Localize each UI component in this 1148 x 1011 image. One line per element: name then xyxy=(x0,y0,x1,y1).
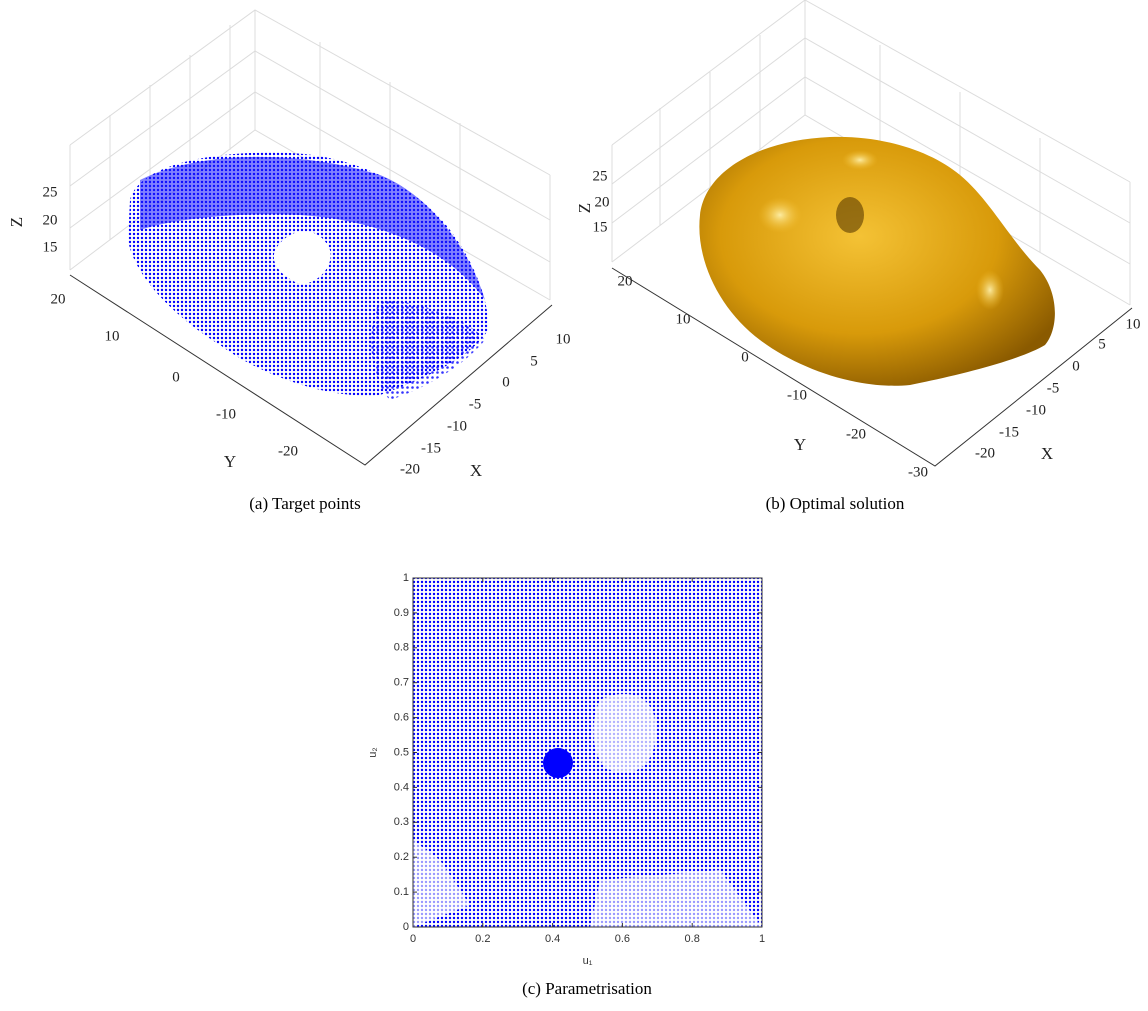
y-tick-label: 0 xyxy=(403,921,409,933)
x-tick-label: -15 xyxy=(999,424,1019,440)
y-tick-label: 0.7 xyxy=(394,677,409,689)
x-tick-label: 0.4 xyxy=(545,933,560,945)
y-tick-label: -10 xyxy=(216,406,236,422)
caption: (a) Target points xyxy=(249,494,361,513)
z-axis-label: Z xyxy=(7,217,26,227)
x-tick-label: -20 xyxy=(975,445,995,461)
y-tick-label: 1 xyxy=(403,572,409,584)
z-tick-label: 25 xyxy=(43,184,58,200)
box-b xyxy=(611,0,1133,467)
x-tick-label: 0 xyxy=(502,374,510,390)
x-tick-label: 10 xyxy=(1126,316,1141,332)
y-tick-label: 10 xyxy=(105,328,120,344)
point-cloud xyxy=(413,578,762,927)
x-tick-label: 0 xyxy=(1072,358,1080,374)
x-tick-label: -10 xyxy=(1026,402,1046,418)
x-axis-label: X xyxy=(1041,444,1053,463)
caption: (c) Parametrisation xyxy=(522,979,652,998)
z-tick-label: 20 xyxy=(43,212,58,228)
y-tick-label: 0.4 xyxy=(394,781,409,793)
x-tick-label: -5 xyxy=(1047,380,1060,396)
z-tick-label: 20 xyxy=(595,194,610,210)
y-tick-label: 0.5 xyxy=(394,746,409,758)
z-tick-label: 15 xyxy=(593,219,608,235)
y-tick-label: 0.2 xyxy=(394,851,409,863)
z-tick-label: 15 xyxy=(43,239,58,255)
x-tick-label: -10 xyxy=(447,418,467,434)
y-tick-label: -30 xyxy=(908,464,928,480)
point-cloud xyxy=(128,152,489,400)
y-tick-label: -10 xyxy=(787,387,807,403)
box-a xyxy=(69,9,553,466)
caption: (b) Optimal solution xyxy=(766,494,905,513)
z-tick-label: 25 xyxy=(593,168,608,184)
x-tick-label: 5 xyxy=(530,353,538,369)
x-tick-label: -5 xyxy=(469,396,482,412)
y-tick-label: 0 xyxy=(172,369,180,385)
x-tick-label: 5 xyxy=(1098,336,1106,352)
x-tick-label: 10 xyxy=(556,331,571,347)
y-axis-label: Y xyxy=(794,435,806,454)
y-tick-label: 0.3 xyxy=(394,816,409,828)
surface xyxy=(699,136,1055,386)
x-axis-label: X xyxy=(470,461,482,480)
y-tick-label: 0 xyxy=(741,349,749,365)
y-tick-label: -20 xyxy=(846,426,866,442)
x-tick-label: -20 xyxy=(400,461,420,477)
y-tick-label: 0.1 xyxy=(394,886,409,898)
y-tick-label: 20 xyxy=(51,291,66,307)
y-tick-label: 20 xyxy=(618,273,633,289)
x-tick-label: 0.8 xyxy=(685,933,700,945)
x-axis-label: u₁ xyxy=(583,955,593,967)
x-tick-label: 1 xyxy=(759,933,765,945)
y-tick-label: 10 xyxy=(676,311,691,327)
x-tick-label: 0.6 xyxy=(615,933,630,945)
y-tick-label: 0.6 xyxy=(394,712,409,724)
y-tick-label: 0.9 xyxy=(394,607,409,619)
z-axis-label: Z xyxy=(575,203,594,213)
y-tick-label: -20 xyxy=(278,443,298,459)
y-tick-label: 0.8 xyxy=(394,642,409,654)
y-axis-label: u₂ xyxy=(367,747,379,757)
x-tick-label: -15 xyxy=(421,440,441,456)
x-tick-label: 0 xyxy=(410,933,416,945)
y-axis-label: Y xyxy=(224,452,236,471)
x-tick-label: 0.2 xyxy=(475,933,490,945)
